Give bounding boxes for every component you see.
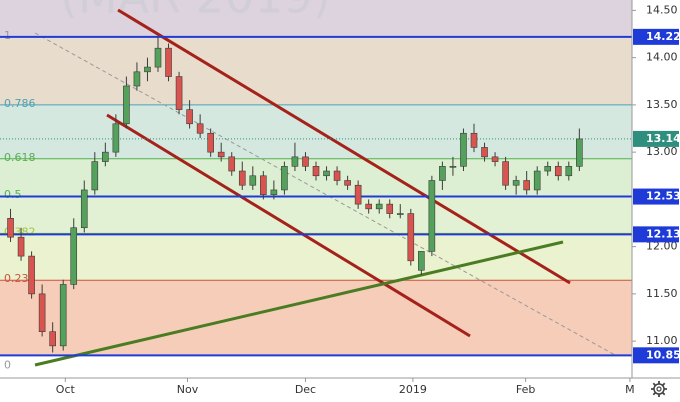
x-tick-label: M: [625, 383, 635, 396]
dashed-trend-line: [34, 32, 616, 356]
candle-body: [186, 109, 193, 125]
y-tick-label: 14.00: [646, 51, 678, 64]
fib-band: [0, 233, 632, 281]
candle-body: [217, 151, 225, 158]
candle-body: [491, 156, 499, 162]
fib-level-label: 0.786: [4, 97, 36, 110]
candle-body: [375, 203, 383, 210]
fib-level-label: 0: [4, 358, 11, 371]
candle-body: [133, 71, 141, 87]
candle-body: [512, 180, 520, 186]
candle-body: [270, 189, 278, 195]
price-label-box: [633, 347, 679, 364]
candle-body: [260, 175, 267, 195]
candle-body: [59, 284, 67, 347]
x-tick-label: Nov: [177, 383, 199, 396]
candle-body: [449, 166, 457, 168]
candle-body: [554, 166, 562, 177]
y-tick-label: 13.00: [646, 145, 678, 158]
candle-body: [28, 255, 35, 295]
price-label: 12.53: [646, 190, 680, 203]
candle-body: [302, 156, 309, 167]
price-label-box: [633, 188, 679, 205]
x-tick-label: Feb: [516, 383, 535, 396]
price-label-box: [633, 130, 679, 147]
x-tick-label: Dec: [295, 383, 316, 396]
fib-band: [0, 0, 632, 37]
candle-body: [175, 76, 183, 110]
candle-body: [17, 236, 25, 257]
candle-body: [291, 156, 299, 167]
candle-body: [396, 213, 404, 215]
candle-body: [249, 175, 257, 186]
candle-body: [533, 170, 541, 191]
price-label: 10.85: [646, 348, 680, 361]
candle-body: [386, 203, 394, 214]
candle-body: [281, 166, 288, 191]
x-tick-label: 2019: [399, 383, 427, 396]
y-tick-label: 13.50: [646, 98, 678, 111]
candle-body: [576, 138, 583, 167]
channel-upper-line: [117, 8, 571, 285]
candle-body: [470, 132, 478, 148]
fib-band: [0, 280, 632, 356]
candle-body: [7, 217, 14, 238]
candle-body: [123, 85, 130, 125]
candle-body: [460, 132, 467, 167]
candle-body: [102, 151, 109, 162]
fib-level-label: 1: [4, 29, 11, 42]
candle-body: [196, 123, 204, 134]
fib-level-label: 0.5: [4, 188, 22, 201]
settings-gear[interactable]: [651, 381, 667, 397]
candle-body: [144, 66, 151, 73]
channel-lower-line: [106, 113, 471, 338]
candle-body: [70, 227, 78, 285]
support-trend-line: [34, 240, 564, 367]
candle-body: [238, 170, 246, 186]
candle-body: [365, 203, 372, 210]
candle-body: [91, 161, 99, 191]
candle-body: [344, 180, 351, 186]
candle-body: [407, 213, 415, 262]
y-tick-label: 14.50: [646, 3, 678, 16]
candle-body: [80, 189, 88, 229]
candle-body: [333, 170, 341, 181]
candle-body: [439, 166, 446, 181]
price-label-box: [633, 28, 679, 45]
time-axis: [0, 378, 632, 402]
fib-band: [0, 36, 632, 105]
fib-band: [0, 355, 632, 378]
candle-body: [418, 251, 425, 271]
candle-body: [228, 156, 236, 172]
price-label: 12.13: [646, 227, 680, 240]
candle-body: [165, 47, 172, 77]
y-tick-label: 11.50: [646, 287, 678, 300]
candle-body: [112, 123, 120, 153]
candle-body: [428, 180, 436, 252]
candle-body: [523, 180, 530, 191]
fib-band: [0, 104, 632, 159]
y-tick-label: 11.00: [646, 334, 678, 347]
fib-band: [0, 196, 632, 234]
fib-level-label: 0.618: [4, 151, 36, 164]
candle-body: [38, 293, 46, 332]
candle-body: [154, 47, 162, 68]
watermark: (MAR 2019): [60, 0, 331, 24]
candle-body: [544, 166, 552, 172]
price-label-box: [633, 226, 679, 243]
candle-body: [481, 147, 488, 158]
price-label: 14.22: [646, 30, 680, 43]
candle-body: [312, 166, 320, 177]
candle-body: [502, 161, 509, 186]
candle-body: [565, 166, 573, 177]
x-tick-label: Oct: [56, 383, 76, 396]
candle-body: [207, 132, 214, 153]
y-tick-label: 12.00: [646, 240, 678, 253]
candle-body: [354, 184, 362, 205]
last-price-label: 13.14: [646, 132, 680, 145]
candle-body: [323, 170, 330, 177]
candle-body: [49, 331, 56, 347]
fib-level-label: 0.236: [4, 272, 36, 285]
